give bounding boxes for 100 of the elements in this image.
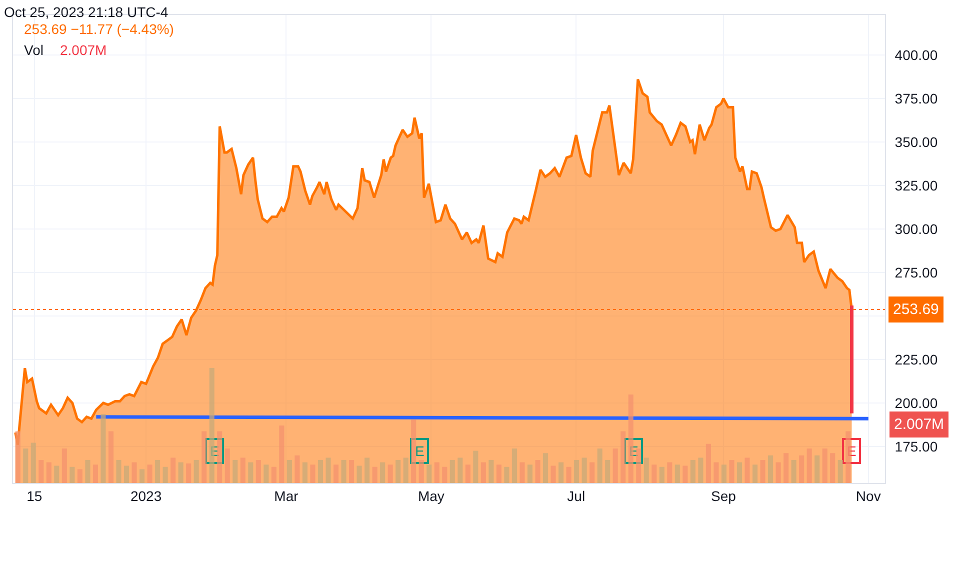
bar xyxy=(706,444,711,483)
bar xyxy=(597,448,602,483)
bar xyxy=(372,466,378,483)
bar xyxy=(768,455,774,483)
x-tick-label: 15 xyxy=(26,488,42,504)
bar xyxy=(108,431,114,483)
bar xyxy=(349,460,354,483)
bar xyxy=(162,466,168,483)
bar xyxy=(520,462,525,483)
x-tick-label: Jul xyxy=(567,488,586,504)
bar xyxy=(698,458,704,483)
bar xyxy=(310,464,316,483)
bar xyxy=(140,469,145,483)
bar xyxy=(582,458,587,483)
bar xyxy=(776,462,781,483)
bar xyxy=(326,458,331,483)
bar xyxy=(535,460,540,483)
text: 2.007M xyxy=(894,416,944,433)
bar xyxy=(674,464,680,483)
bar xyxy=(426,464,432,483)
bar xyxy=(279,426,284,483)
bar xyxy=(100,414,106,483)
bar xyxy=(396,460,401,483)
bar xyxy=(240,458,246,483)
bar xyxy=(667,462,672,483)
annotation: E xyxy=(210,443,220,459)
bar xyxy=(38,460,44,483)
bar xyxy=(411,420,416,483)
bar xyxy=(264,464,269,483)
bar xyxy=(550,466,556,483)
bar xyxy=(736,462,742,483)
bar xyxy=(302,462,308,483)
bar xyxy=(442,466,448,483)
annotation: E xyxy=(629,443,638,459)
bar xyxy=(364,458,370,483)
bar xyxy=(760,460,766,483)
bar xyxy=(15,431,20,483)
bar xyxy=(450,460,455,483)
bar xyxy=(465,464,470,483)
bar xyxy=(202,431,207,483)
bar xyxy=(504,466,510,483)
bar xyxy=(488,460,494,483)
bar xyxy=(590,462,595,483)
y-tick-label: 275.00 xyxy=(894,264,938,280)
bar xyxy=(170,458,176,483)
chart-title: Vol xyxy=(24,42,44,58)
bar xyxy=(612,448,618,483)
bar xyxy=(62,448,67,483)
bar xyxy=(496,464,502,483)
bar xyxy=(286,460,292,483)
bar xyxy=(341,460,346,483)
bar xyxy=(566,466,572,483)
annotation: Oct 25, 2023 21:18 UTC-4 xyxy=(4,4,168,20)
bar xyxy=(92,464,98,483)
y-tick-label: 175.00 xyxy=(894,438,938,454)
bar xyxy=(822,448,828,483)
chart-title: 253.69 −11.77 (−4.43%) xyxy=(24,20,174,37)
bar xyxy=(714,462,719,483)
bar xyxy=(729,460,734,483)
bar xyxy=(644,458,649,483)
bar xyxy=(806,448,812,483)
bar xyxy=(194,460,199,483)
x-tick-label: Sep xyxy=(710,488,736,504)
bar xyxy=(838,460,843,483)
bar xyxy=(124,466,130,483)
bar xyxy=(636,448,642,483)
y-tick-label: 375.00 xyxy=(894,90,938,106)
bar xyxy=(652,464,657,483)
bar xyxy=(605,460,610,483)
bar xyxy=(256,460,261,483)
bar xyxy=(178,462,184,483)
bar xyxy=(542,453,548,483)
bar xyxy=(752,464,758,483)
bar xyxy=(356,466,362,483)
bar xyxy=(333,464,339,483)
bar xyxy=(70,466,75,483)
bar xyxy=(388,464,393,483)
bar xyxy=(620,431,626,483)
bar xyxy=(403,458,408,483)
bar xyxy=(224,448,230,483)
bar xyxy=(473,450,478,483)
bar xyxy=(791,460,796,483)
y-tick-label: 225.00 xyxy=(894,351,938,368)
bar xyxy=(480,462,486,483)
bar xyxy=(271,466,276,483)
bar xyxy=(458,458,463,483)
ref-line-label: 253.69 xyxy=(893,301,939,318)
x-tick-label: 2023 xyxy=(130,488,162,504)
bar xyxy=(186,463,192,483)
bar xyxy=(434,462,440,483)
bar xyxy=(784,453,789,483)
bar xyxy=(574,460,580,483)
bar xyxy=(690,460,696,483)
annotation: 2.007M xyxy=(60,42,107,58)
bar xyxy=(23,448,28,483)
y-tick-label: 300.00 xyxy=(894,220,938,237)
bar xyxy=(814,455,820,483)
y-tick-label: 400.00 xyxy=(894,46,938,63)
x-tick-label: Mar xyxy=(274,488,299,504)
bar xyxy=(418,460,424,483)
